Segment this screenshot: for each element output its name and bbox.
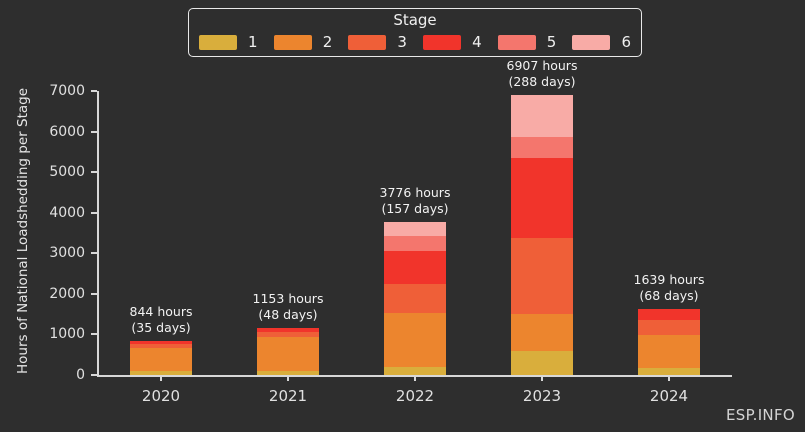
bar-2021: 1153 hours (48 days) bbox=[253, 291, 323, 375]
y-tick-mark bbox=[91, 374, 97, 376]
y-tick-label: 4000 bbox=[49, 204, 85, 221]
x-tick-mark-2022 bbox=[414, 375, 416, 381]
annotation-days: (48 days) bbox=[258, 307, 318, 323]
y-tick-label: 6000 bbox=[49, 123, 85, 140]
y-tick-label: 7000 bbox=[49, 83, 85, 99]
bar-2021-segment-stage-4 bbox=[257, 328, 319, 333]
y-tick-label: 1000 bbox=[49, 326, 85, 343]
annotation-days: (288 days) bbox=[508, 73, 576, 89]
annotation-hours: 844 hours bbox=[129, 303, 193, 319]
x-tick-label-2022: 2022 bbox=[395, 387, 435, 405]
legend-swatch-stage-1 bbox=[199, 34, 237, 50]
bar-2024-segment-stage-1 bbox=[638, 367, 700, 375]
x-tick-mark-2020 bbox=[160, 375, 162, 381]
bar-2023-segment-stage-6 bbox=[511, 94, 573, 137]
legend-swatch-stage-5 bbox=[497, 34, 536, 50]
legend-entry-4: 4 bbox=[423, 33, 482, 51]
bar-2024: 1639 hours (68 days) bbox=[634, 272, 704, 375]
bar-2022: 3776 hours (157 days) bbox=[380, 185, 450, 375]
legend-entry-label: 2 bbox=[322, 33, 333, 51]
legend: Stage 1 2 3 4 5 6 bbox=[188, 8, 642, 57]
bar-2023-segment-stage-1 bbox=[511, 351, 573, 375]
bar-2023-segment-stage-3 bbox=[511, 238, 573, 314]
bar-2022-segment-stage-4 bbox=[384, 250, 446, 285]
y-tick-mark bbox=[91, 171, 97, 174]
bar-annotation-2020: 844 hours (35 days) bbox=[130, 304, 193, 336]
watermark-esp-info: ESP.INFO bbox=[726, 406, 795, 424]
bar-2024-segment-stage-4 bbox=[638, 308, 700, 320]
bar-2022-segment-stage-6 bbox=[384, 221, 446, 237]
bar-2020-segment-stage-2 bbox=[130, 347, 192, 371]
legend-swatch-stage-2 bbox=[273, 34, 312, 50]
bar-2021-segment-stage-2 bbox=[257, 336, 319, 371]
annotation-hours: 1153 hours bbox=[252, 291, 324, 307]
legend-swatch-stage-4 bbox=[423, 34, 462, 50]
bar-annotation-2021: 1153 hours (48 days) bbox=[253, 291, 324, 323]
y-tick-mark bbox=[91, 90, 97, 92]
y-tick-label: 0 bbox=[76, 367, 85, 383]
bar-2023: 6907 hours (288 days) bbox=[507, 58, 577, 375]
x-tick-label-2024: 2024 bbox=[649, 387, 689, 405]
bar-2020-segment-stage-3 bbox=[130, 343, 192, 348]
legend-entry-label: 3 bbox=[397, 33, 407, 51]
annotation-hours: 1639 hours bbox=[633, 271, 705, 287]
bar-2020-segment-stage-1 bbox=[130, 370, 192, 375]
y-tick-label: 2000 bbox=[49, 285, 85, 302]
x-tick-mark-2023 bbox=[541, 375, 543, 381]
x-tick-label-2021: 2021 bbox=[268, 387, 308, 405]
x-tick-mark-2024 bbox=[668, 375, 670, 381]
bar-2022-segment-stage-5 bbox=[384, 236, 446, 251]
y-tick-mark bbox=[91, 130, 97, 133]
bar-2023-segment-stage-2 bbox=[511, 313, 573, 352]
bar-2022-segment-stage-1 bbox=[384, 366, 446, 375]
bar-2024-segment-stage-2 bbox=[638, 335, 700, 368]
legend-entry-6: 6 bbox=[572, 33, 631, 51]
bar-2023-segment-stage-5 bbox=[511, 136, 573, 158]
annotation-hours: 3776 hours bbox=[379, 184, 451, 200]
bar-annotation-2023: 6907 hours (288 days) bbox=[507, 58, 578, 90]
bar-2021-segment-stage-3 bbox=[257, 332, 319, 337]
x-tick-label-2023: 2023 bbox=[522, 387, 562, 405]
annotation-days: (157 days) bbox=[381, 200, 449, 216]
legend-entry-2: 2 bbox=[273, 33, 333, 51]
bar-2022-segment-stage-3 bbox=[384, 284, 446, 313]
bar-2020-segment-stage-4 bbox=[130, 340, 192, 344]
y-tick-label: 5000 bbox=[49, 164, 85, 181]
legend-entry-label: 6 bbox=[621, 33, 631, 51]
bar-2020: 844 hours (35 days) bbox=[130, 304, 192, 375]
legend-entry-5: 5 bbox=[497, 33, 557, 51]
annotation-days: (68 days) bbox=[639, 287, 699, 303]
plot-area: 0 1000 2000 3000 4000 5000 6000 7000 844 hours (3… bbox=[49, 58, 732, 405]
legend-entry-1: 1 bbox=[199, 33, 258, 51]
y-tick-mark bbox=[91, 333, 97, 336]
annotation-hours: 6907 hours bbox=[506, 57, 578, 73]
x-tick-label-2020: 2020 bbox=[141, 387, 181, 405]
y-tick-mark bbox=[91, 292, 97, 295]
legend-swatch-stage-3 bbox=[348, 34, 387, 50]
bar-annotation-2022: 3776 hours (157 days) bbox=[380, 185, 451, 217]
legend-entries: 1 2 3 4 5 6 bbox=[189, 30, 641, 56]
bar-2023-segment-stage-4 bbox=[511, 157, 573, 239]
legend-entry-label: 1 bbox=[248, 33, 258, 51]
legend-title: Stage bbox=[393, 11, 437, 29]
y-tick-mark bbox=[91, 211, 97, 214]
bar-2022-segment-stage-2 bbox=[384, 312, 446, 367]
legend-entry-3: 3 bbox=[348, 33, 407, 51]
x-tick-mark-2021 bbox=[287, 375, 289, 381]
legend-entry-label: 4 bbox=[472, 33, 482, 51]
bar-annotation-2024: 1639 hours (68 days) bbox=[634, 272, 705, 304]
legend-entry-label: 5 bbox=[546, 33, 557, 51]
y-tick-mark bbox=[91, 252, 97, 255]
bar-2024-segment-stage-3 bbox=[638, 319, 700, 336]
y-tick-label: 3000 bbox=[49, 245, 85, 262]
bar-2021-segment-stage-1 bbox=[257, 370, 319, 375]
annotation-days: (35 days) bbox=[131, 319, 191, 335]
y-axis-label: Hours of National Loadshedding per Stage bbox=[15, 88, 31, 375]
legend-swatch-stage-6 bbox=[572, 34, 611, 50]
